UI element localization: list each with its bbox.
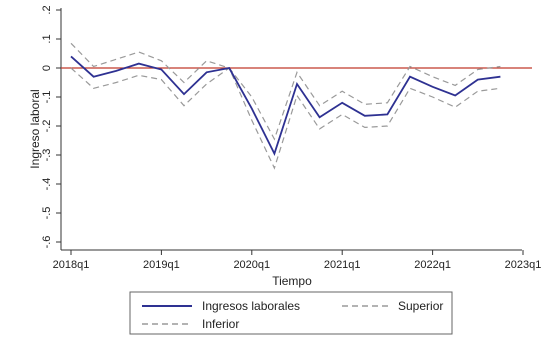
x-tick-label: 2021q1 (324, 259, 361, 271)
x-tick-label: 2023q1 (505, 259, 542, 271)
x-tick-label: 2018q1 (53, 259, 90, 271)
y-tick-label: -.2 (41, 120, 53, 133)
legend-label-inferior: Inferior (202, 317, 239, 331)
series-group (70, 42, 501, 170)
x-axis-title: Tiempo (272, 274, 312, 288)
legend: Ingresos laborales Superior Inferior (129, 291, 453, 335)
y-tick-label: -.3 (41, 149, 53, 162)
y-tick-label: -.1 (41, 91, 53, 104)
legend-label-ingresos: Ingresos laborales (202, 299, 300, 313)
legend-box (129, 291, 453, 335)
x-ticks: 2018q1 2019q1 2020q1 2021q1 2022q1 2023q1 (53, 250, 542, 271)
y-tick-label: -.6 (41, 236, 53, 249)
legend-label-superior: Superior (398, 299, 443, 313)
series-line-inferior (70, 67, 501, 170)
series-line-superior (70, 42, 501, 141)
y-tick-label: .2 (41, 5, 53, 14)
x-tick-label: 2020q1 (233, 259, 270, 271)
y-axis-title: Ingreso laboral (28, 89, 42, 168)
y-tick-label: -.4 (41, 178, 53, 191)
y-tick-label: -.5 (41, 207, 53, 220)
x-tick-label: 2022q1 (414, 259, 451, 271)
y-ticks: .2 .1 0 -.1 -.2 -.3 -.4 -.5 -.6 (41, 5, 61, 248)
x-tick-label: 2019q1 (143, 259, 180, 271)
y-tick-label: .1 (41, 34, 53, 43)
y-tick-label: 0 (41, 65, 53, 71)
series-line-ingresos-laborales (70, 55, 501, 156)
